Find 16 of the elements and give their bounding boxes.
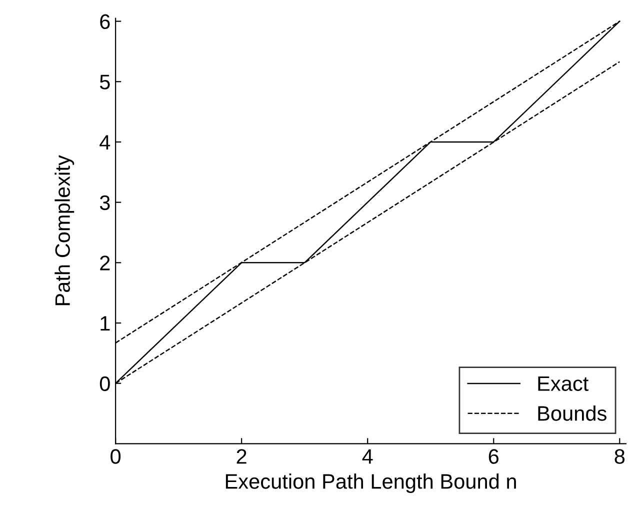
y-tick-label: 3 [100, 195, 110, 210]
x-axis-title: Execution Path Length Bound n [226, 474, 516, 493]
y-tick-label: 4 [100, 135, 110, 150]
legend-label: Bounds [538, 406, 606, 421]
y-tick-label: 2 [100, 256, 110, 270]
y-tick-label: 1 [100, 316, 110, 331]
x-tick-label: 8 [614, 449, 625, 464]
y-tick-label: 5 [100, 74, 110, 90]
x-tick-label: 2 [236, 449, 246, 464]
y-axis-title: Path Complexity [54, 155, 74, 306]
legend-label: Exact [538, 376, 588, 391]
x-tick-label: 0 [110, 449, 121, 464]
x-tick-label: 4 [362, 449, 373, 464]
y-tick-label: 6 [100, 14, 110, 30]
x-tick-label: 6 [488, 449, 499, 464]
y-tick-label: 0 [100, 376, 110, 392]
